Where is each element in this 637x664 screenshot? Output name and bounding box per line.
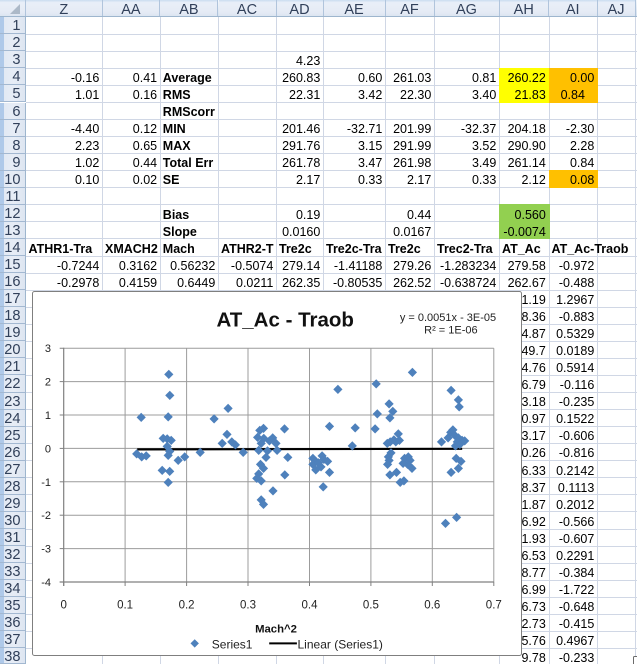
svg-text:Series1: Series1 [212, 637, 253, 651]
svg-text:0.1: 0.1 [117, 599, 133, 611]
svg-text:Linear (Series1): Linear (Series1) [297, 637, 382, 651]
svg-text:AT_Ac - Traob: AT_Ac - Traob [216, 308, 353, 331]
svg-text:-1: -1 [41, 476, 51, 488]
svg-text:-4: -4 [41, 577, 51, 589]
svg-text:y = 0.0051x - 3E-05: y = 0.0051x - 3E-05 [400, 311, 496, 323]
svg-text:3: 3 [45, 343, 51, 355]
svg-text:0.5: 0.5 [363, 599, 379, 611]
svg-text:Mach^2: Mach^2 [255, 623, 297, 635]
svg-text:0: 0 [45, 443, 51, 455]
svg-text:-3: -3 [41, 543, 51, 555]
svg-text:0.2: 0.2 [178, 599, 194, 611]
svg-text:-2: -2 [41, 510, 51, 522]
svg-text:0.6: 0.6 [424, 599, 440, 611]
svg-text:1: 1 [45, 410, 51, 422]
svg-text:0.7: 0.7 [486, 599, 502, 611]
svg-text:0: 0 [60, 599, 66, 611]
svg-text:2: 2 [45, 376, 51, 388]
svg-text:R² = 1E-06: R² = 1E-06 [424, 324, 478, 336]
svg-text:0.3: 0.3 [240, 599, 256, 611]
svg-text:0.4: 0.4 [301, 599, 318, 611]
